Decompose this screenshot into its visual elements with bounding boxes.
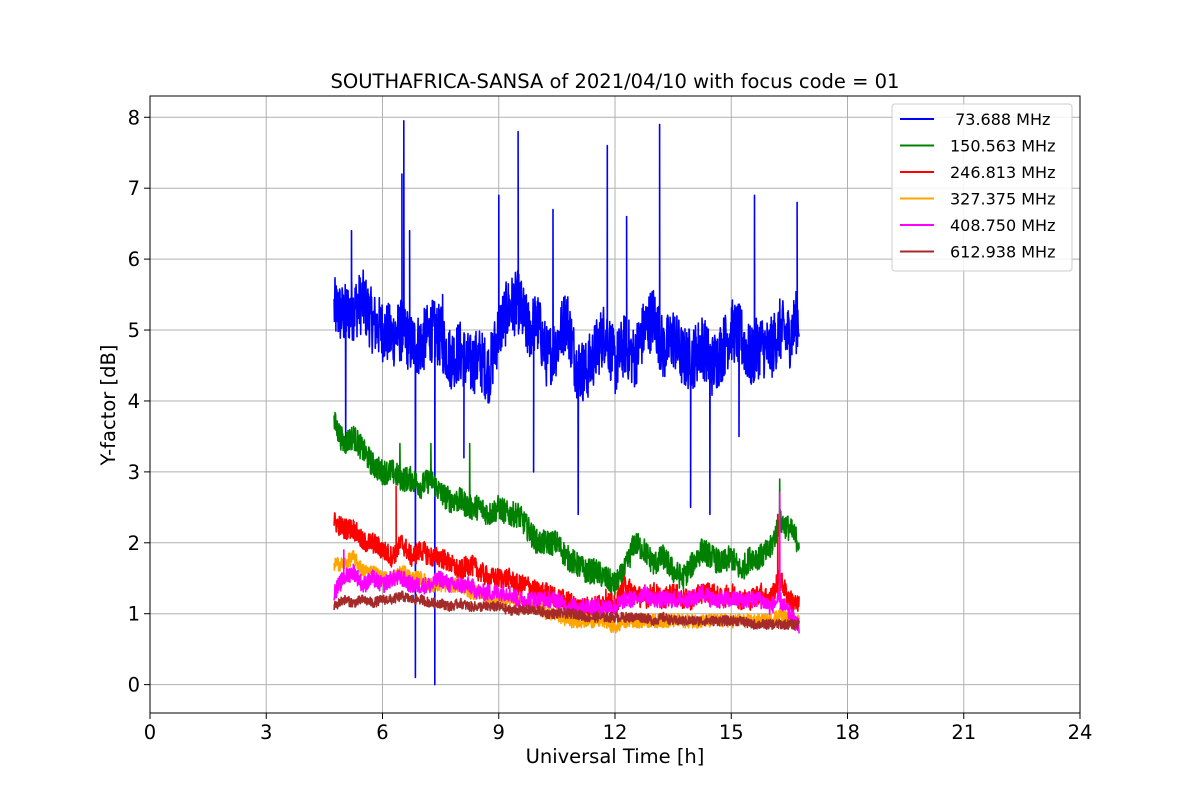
x-tick-label: 24 — [1068, 721, 1093, 744]
x-tick-label: 9 — [493, 721, 505, 744]
y-tick-label: 7 — [128, 177, 140, 200]
x-tick-label: 12 — [603, 721, 628, 744]
chart-title: SOUTHAFRICA-SANSA of 2021/04/10 with foc… — [331, 70, 900, 93]
y-tick-label: 1 — [128, 603, 140, 626]
series-line-5 — [333, 590, 800, 630]
data-series — [333, 120, 800, 686]
x-tick-label: 18 — [835, 721, 860, 744]
x-tick-label: 3 — [260, 721, 272, 744]
legend-label: 327.375 MHz — [950, 190, 1055, 209]
y-tick-label: 2 — [128, 532, 140, 555]
y-tick-label: 6 — [128, 248, 140, 271]
y-tick-label: 5 — [128, 319, 140, 342]
y-tick-label: 4 — [128, 390, 140, 413]
series-line-3 — [333, 549, 800, 634]
x-tick-label: 15 — [719, 721, 744, 744]
y-axis-label: Y-factor [dB] — [97, 345, 120, 467]
legend-label: 612.938 MHz — [950, 243, 1055, 262]
x-tick-label: 21 — [951, 721, 976, 744]
series-line-4 — [333, 492, 800, 634]
series-line-1 — [333, 411, 800, 596]
y-tick-label: 0 — [128, 674, 140, 697]
y-tick-label: 3 — [128, 461, 140, 484]
legend: 73.688 MHz 150.563 MHz 246.813 MHz 327.375 … — [891, 103, 1073, 272]
y-tick-label: 8 — [128, 106, 140, 129]
legend-label: 408.750 MHz — [950, 216, 1055, 235]
legend-box — [891, 103, 1073, 272]
legend-label: 73.688 MHz — [950, 110, 1050, 129]
legend-label: 150.563 MHz — [950, 137, 1055, 156]
x-tick-label: 0 — [144, 721, 156, 744]
legend-label: 246.813 MHz — [950, 163, 1055, 182]
x-tick-label: 6 — [376, 721, 388, 744]
series-line-0 — [333, 120, 800, 686]
x-axis-label: Universal Time [h] — [526, 745, 705, 768]
